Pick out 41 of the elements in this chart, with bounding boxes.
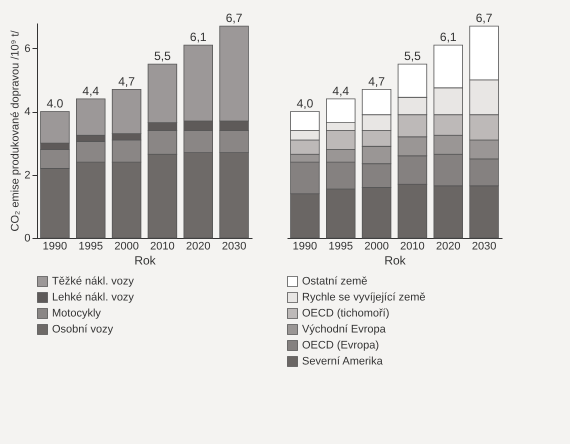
x-axis-title: Rok [134,254,157,268]
y-axis-title: CO₂ emise produkované dopravou /10⁹ t/ [9,30,22,232]
x-tick-label: 2000 [364,240,389,252]
x-tick-label: 2030 [222,240,246,252]
legend-label: Osobní vozy [52,324,114,336]
total-label: 4,7 [368,74,386,88]
total-label: 5,5 [404,49,422,64]
legend-label: Motocykly [52,308,102,320]
legend-label: OECD (Evropa) [302,340,380,352]
total-label: 4,0 [296,96,314,111]
total-label: 6,1 [190,30,207,44]
x-axis-title: Rok [384,254,407,268]
legend-label: Těžké nákl. vozy [52,276,134,288]
x-tick-label: 1990 [292,240,318,252]
total-label: 6,7 [226,11,243,26]
x-tick-label: 1995 [328,240,353,252]
x-tick-label: 1995 [78,240,103,252]
y-tick-label: 4 [24,106,30,118]
total-label: 4.0 [46,96,64,111]
x-tick-label: 2020 [436,240,460,252]
x-tick-label: 2010 [150,240,175,252]
legend-label: Ostatní země [302,276,368,288]
total-label: 4,4 [332,84,350,98]
total-label: 6,1 [440,30,457,44]
legend-label: Severní Amerika [302,356,384,368]
legend-label: Rychle se vyvíjející země [302,292,426,304]
x-tick-label: 2010 [400,240,425,252]
y-tick-label: 6 [24,42,30,55]
legend-label: OECD (tichomoří) [302,308,390,320]
total-label: 4,4 [82,84,100,98]
y-tick-label: 2 [24,169,30,182]
x-tick-label: 2000 [114,240,139,252]
total-label: 6,7 [476,11,493,26]
y-tick-label: 0 [24,232,30,244]
total-label: 5,5 [154,49,172,64]
x-tick-label: 1990 [42,240,68,252]
total-label: 4,7 [118,74,136,88]
x-tick-label: 2020 [186,240,210,252]
x-tick-label: 2030 [472,240,496,252]
legend-label: Lehké nákl. vozy [52,292,134,304]
legend-label: Východní Evropa [302,324,387,336]
